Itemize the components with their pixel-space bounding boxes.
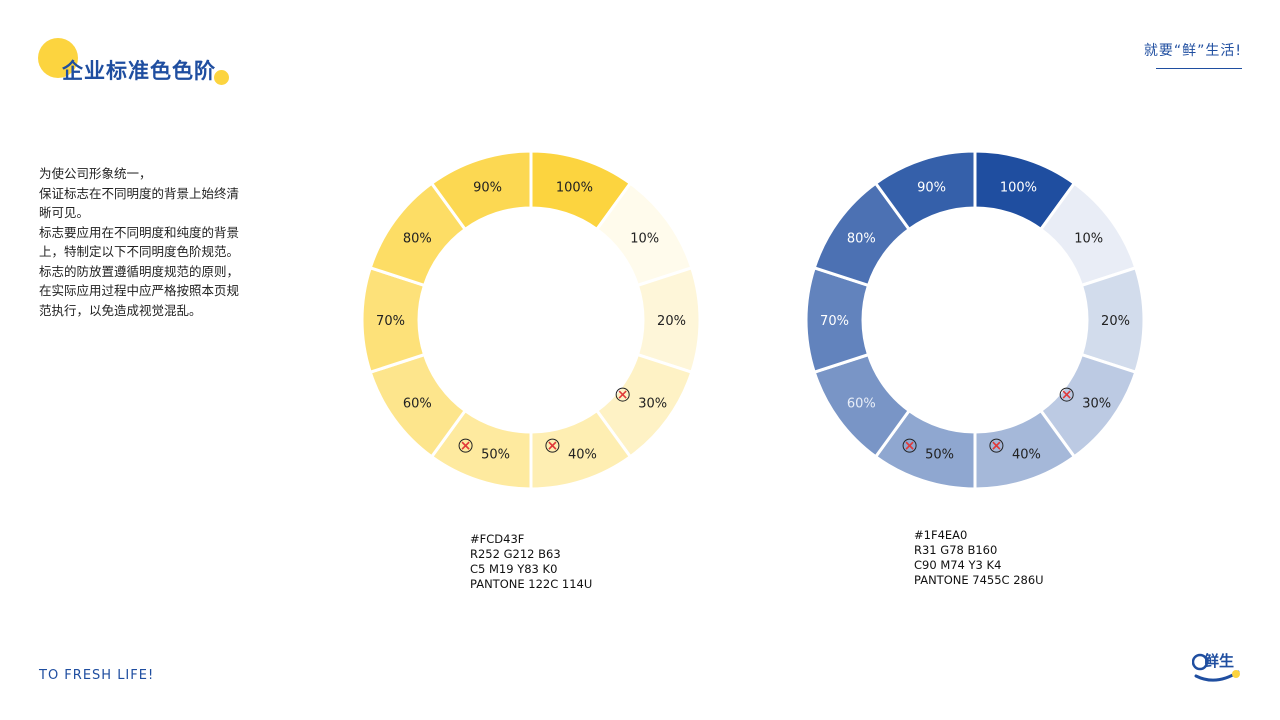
ring-segment-label: 100% [556, 180, 593, 195]
yellow-color-spec: #FCD43F R252 G212 B63 C5 M19 Y83 K0 PANT… [470, 532, 592, 592]
not-allowed-icon [989, 438, 1004, 453]
slogan-underline [1156, 68, 1242, 69]
ring-segment-label: 20% [657, 314, 686, 329]
ring-segment-label: 100% [1000, 180, 1037, 195]
logo-icon [1191, 653, 1240, 682]
ring-segment-label: 20% [1101, 314, 1130, 329]
ring-segment-label: 40% [1012, 448, 1041, 463]
ring-segment-label: 80% [847, 231, 876, 246]
yellow-cmyk: C5 M19 Y83 K0 [470, 562, 558, 576]
yellow-tint-ring-chart: 100% 10% 20% 30% 40% 50% 60% 70% 80% 90% [360, 149, 702, 491]
not-allowed-icon [1059, 387, 1074, 402]
description-line: 在实际应用过程中应严格按照本页规 [39, 283, 240, 298]
ring-segment-label: 80% [403, 231, 432, 246]
yellow-pantone: PANTONE 122C 114U [470, 577, 593, 591]
ring-segment-label: 40% [568, 448, 597, 463]
page-title: 企业标准色色阶 [62, 59, 216, 83]
ring-segment-label: 70% [376, 314, 405, 329]
blue-pantone: PANTONE 7455C 286U [914, 573, 1044, 587]
blue-color-spec: #1F4EA0 R31 G78 B160 C90 M74 Y3 K4 PANTO… [914, 528, 1044, 588]
ring-segment-label: 10% [630, 231, 659, 246]
description-line: 为使公司形象统一， [39, 166, 152, 181]
slogan-text: 就要“鲜”生活! [1143, 43, 1242, 59]
yellow-ring-svg: 100% 10% 20% 30% 40% 50% 60% 70% 80% 90% [360, 149, 702, 491]
page-title-block: 企业标准色色阶 [38, 38, 258, 98]
title-decor-circle-large [38, 38, 78, 78]
ring-segment-label: 60% [403, 397, 432, 412]
description-line: 标志要应用在不同明度和纯度的背景 [39, 224, 240, 240]
ring-segment-label: 90% [473, 180, 502, 195]
blue-cmyk: C90 M74 Y3 K4 [914, 558, 1002, 572]
description-line: 范执行，以免造成视觉混乱。 [39, 302, 202, 318]
yellow-hex: #FCD43F [470, 532, 525, 546]
description-line: 上，特制定以下不同明度色阶规范。 [39, 244, 240, 259]
ring-segment [873, 149, 977, 232]
ring-segment [429, 149, 533, 232]
ring-segment-label: 70% [820, 314, 849, 329]
ring-segment-label: 30% [1082, 397, 1111, 412]
ring-segment-label: 90% [917, 180, 946, 195]
not-allowed-icon [902, 438, 917, 453]
yellow-rgb: R252 G212 B63 [470, 547, 561, 561]
ring-segment-label: 60% [847, 397, 876, 412]
footer-tagline: TO FRESH LIFE! [39, 668, 155, 683]
slogan: 就要“鲜”生活! [1144, 40, 1242, 69]
description-line: 晰可见。 [39, 205, 90, 220]
blue-ring-svg: 100% 10% 20% 30% 40% 50% 60% 70% 80% 90% [804, 149, 1146, 491]
logo-text: 鲜生 [1204, 652, 1235, 670]
ring-segment-label: 30% [638, 397, 667, 412]
not-allowed-icon [545, 438, 560, 453]
not-allowed-icon [615, 387, 630, 402]
description-line: 标志的防放置遵循明度规范的原则， [39, 263, 240, 279]
not-allowed-icon [458, 438, 473, 453]
blue-hex: #1F4EA0 [914, 528, 968, 542]
blue-tint-ring-chart: 100% 10% 20% 30% 40% 50% 60% 70% 80% 90% [804, 149, 1146, 491]
ring-segment-label: 10% [1074, 231, 1103, 246]
blue-rgb: R31 G78 B160 [914, 543, 998, 557]
title-decor-circle-small [214, 70, 229, 85]
brand-logo: 鲜生 [1191, 648, 1242, 684]
description-text: 为使公司形象统一， 保证标志在不同明度的背景上始终清 晰可见。 标志要应用在不同… [39, 164, 279, 320]
ring-segment-label: 50% [481, 448, 510, 463]
description-line: 保证标志在不同明度的背景上始终清 [39, 185, 240, 201]
ring-segment-label: 50% [925, 448, 954, 463]
